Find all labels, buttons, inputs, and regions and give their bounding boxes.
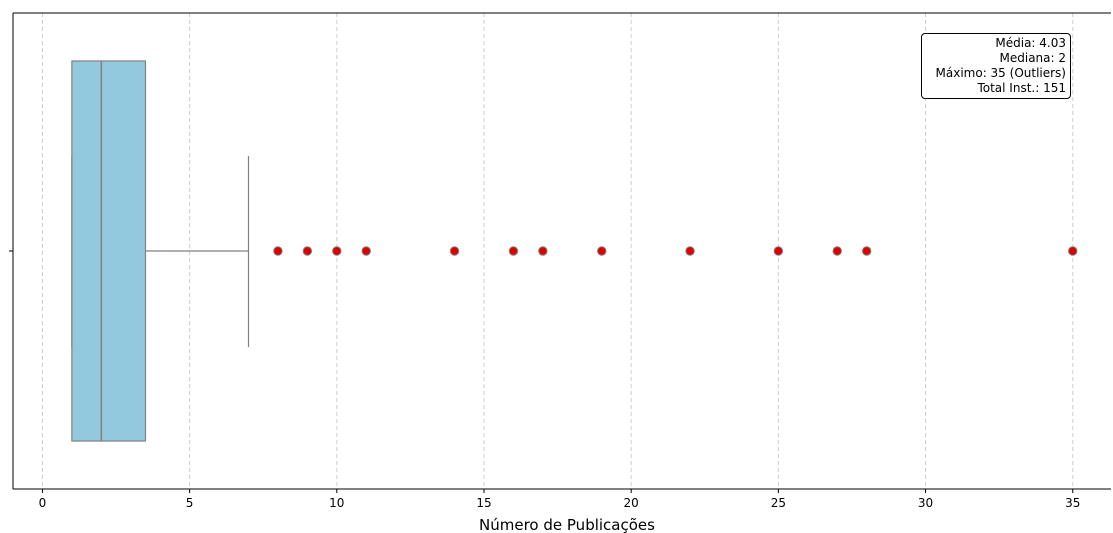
axes xyxy=(9,12,1111,490)
x-tick-label: 25 xyxy=(771,496,786,510)
x-axis-ticks: 0 5 10 15 20 25 30 35 xyxy=(39,489,1080,510)
outlier-point xyxy=(773,246,784,256)
box-iqr xyxy=(71,60,147,442)
x-axis-label: Número de Publicações xyxy=(479,516,655,533)
outlier-point xyxy=(273,246,283,256)
stat-max: Máximo: 35 (Outliers) xyxy=(935,66,1066,80)
stat-mean: Média: 4.03 xyxy=(995,36,1066,50)
outlier-point xyxy=(861,246,872,256)
x-tick-label: 30 xyxy=(918,496,933,510)
x-tick-label: 0 xyxy=(39,496,47,510)
outlier-point xyxy=(538,246,548,256)
outlier-point xyxy=(508,246,519,256)
outlier-point xyxy=(685,246,695,256)
outlier-point xyxy=(332,246,342,256)
outlier-points xyxy=(273,246,1078,256)
x-tick-label: 35 xyxy=(1065,496,1080,510)
outlier-point xyxy=(1068,246,1078,256)
outlier-point xyxy=(361,246,371,256)
x-tick-label: 5 xyxy=(186,496,194,510)
outlier-point xyxy=(832,246,842,256)
stats-annotation-box: Média: 4.03 Mediana: 2 Máximo: 35 (Outli… xyxy=(921,33,1071,99)
x-tick-label: 15 xyxy=(476,496,491,510)
x-tick-label: 10 xyxy=(329,496,344,510)
stat-median: Mediana: 2 xyxy=(999,51,1067,65)
outlier-point xyxy=(597,246,607,256)
stat-total: Total Inst.: 151 xyxy=(977,81,1066,95)
outlier-point xyxy=(302,246,313,256)
x-tick-label: 20 xyxy=(624,496,639,510)
outlier-point xyxy=(449,246,460,256)
boxplot xyxy=(71,60,250,442)
